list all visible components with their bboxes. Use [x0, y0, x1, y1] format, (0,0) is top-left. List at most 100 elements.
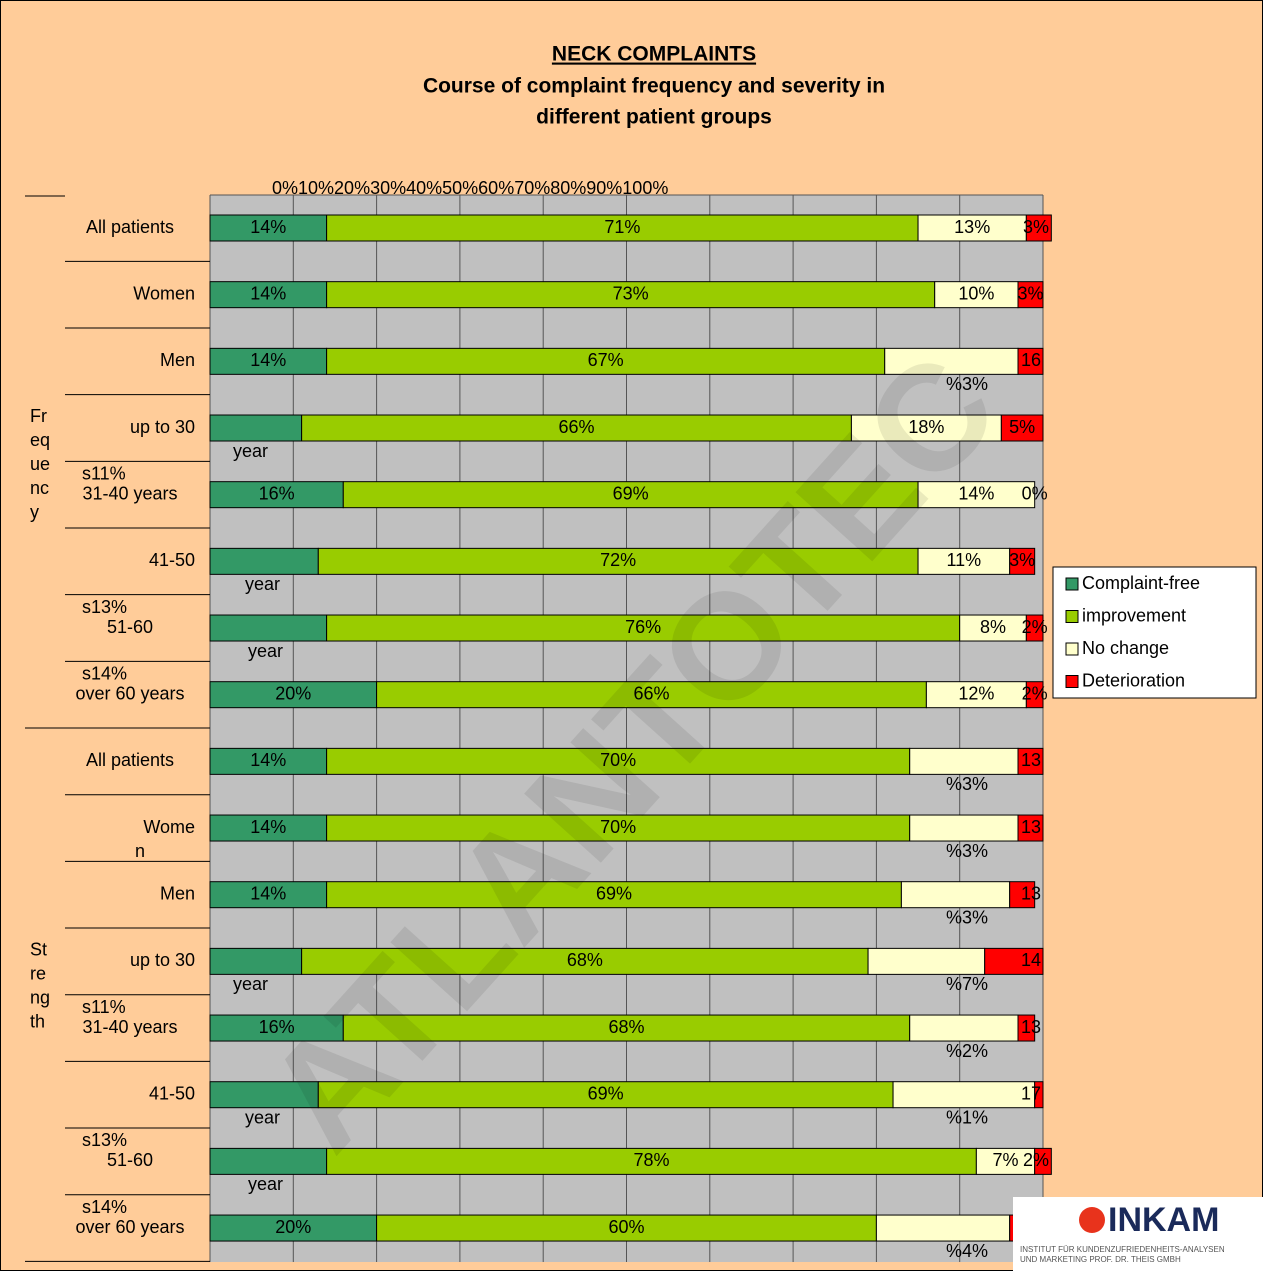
logo-text: UND MARKETING PROF. DR. THEIS GMBH — [1020, 1255, 1181, 1264]
group-label: eq — [30, 430, 50, 450]
bar-segment — [376, 681, 927, 709]
data-label: 7% — [993, 1150, 1019, 1170]
bar-segment — [317, 547, 919, 575]
data-label: 14% — [250, 817, 286, 837]
bar-segment — [209, 1081, 319, 1109]
x-tick-label: 40% — [406, 178, 442, 198]
data-label: 14% — [250, 350, 286, 370]
x-tick-label: 60% — [478, 178, 514, 198]
bar-segment — [209, 481, 344, 509]
row-note: %2% — [946, 1041, 988, 1061]
row-label: Women — [133, 283, 195, 303]
logo-text: INSTITUT FÜR KUNDENZUFRIEDENHEITS-ANALYS… — [1020, 1245, 1225, 1254]
row-note: %3% — [946, 374, 988, 394]
row-label-extra: s13% — [82, 597, 127, 617]
data-label: 13 — [1021, 750, 1041, 770]
legend — [1052, 566, 1257, 699]
bar-segment — [209, 347, 328, 375]
group-label: Fr — [30, 406, 47, 426]
row-note: %3% — [946, 841, 988, 861]
row-label: 31-40 years — [82, 1017, 177, 1037]
data-label: 12% — [958, 683, 994, 703]
data-label: 13% — [954, 217, 990, 237]
row-label: All patients — [86, 217, 174, 237]
data-label: 70% — [600, 817, 636, 837]
bar-segment — [209, 281, 328, 309]
data-label: 20% — [275, 683, 311, 703]
row-label: 51-60 — [107, 617, 153, 637]
bar-segment — [909, 814, 1019, 842]
x-tick-label: 50% — [442, 178, 478, 198]
data-label: 76% — [625, 617, 661, 637]
data-label: 71% — [604, 217, 640, 237]
bar-segment — [1025, 214, 1052, 242]
bar-segment — [376, 1214, 877, 1242]
legend-label: Complaint-free — [1082, 573, 1200, 593]
data-label: 66% — [633, 683, 669, 703]
bar-segment — [317, 1081, 894, 1109]
row-label: Wome — [143, 817, 195, 837]
logo-box — [1013, 1197, 1263, 1271]
data-label: 14% — [250, 283, 286, 303]
data-label: 72% — [600, 550, 636, 570]
bar-segment — [884, 347, 1019, 375]
data-label: 73% — [613, 283, 649, 303]
row-label: Men — [160, 350, 195, 370]
row-note: %3% — [946, 907, 988, 927]
bar-segment — [984, 947, 1044, 975]
x-tick-label: 30% — [370, 178, 406, 198]
bar-segment — [326, 1147, 977, 1175]
row-note: year — [245, 574, 280, 594]
data-label: 3% — [1023, 217, 1049, 237]
bar-segment — [209, 1147, 328, 1175]
bar-segment — [1034, 1081, 1044, 1109]
bar-segment — [326, 814, 911, 842]
bar-segment — [1017, 1014, 1036, 1042]
group-label: ue — [30, 454, 50, 474]
bar-segment — [875, 1214, 1011, 1242]
bar-segment — [301, 947, 869, 975]
row-note: %3% — [946, 774, 988, 794]
bar-segment — [975, 1147, 1036, 1175]
bar-segment — [1017, 747, 1044, 775]
bar-segment — [326, 881, 902, 909]
data-label: 69% — [596, 883, 632, 903]
row-note: year — [233, 441, 268, 461]
bar-segment — [900, 881, 1011, 909]
legend-swatch — [1065, 642, 1079, 656]
row-note: year — [248, 1174, 283, 1194]
bar-segment — [209, 214, 328, 242]
row-note: year — [248, 641, 283, 661]
chart-subtitle: different patient groups — [536, 106, 772, 129]
row-label: over 60 years — [75, 683, 184, 703]
legend-swatch — [1065, 577, 1079, 591]
legend-label: Deterioration — [1082, 670, 1185, 690]
chart-title: NECK COMPLAINTS — [552, 43, 756, 66]
bar-segment — [209, 1214, 378, 1242]
row-note: %1% — [946, 1107, 988, 1127]
bar-segment — [326, 614, 961, 642]
bar-segment — [925, 681, 1027, 709]
x-tick-label: 70% — [514, 178, 550, 198]
data-label: 78% — [633, 1150, 669, 1170]
row-note: %7% — [946, 974, 988, 994]
data-label: 5% — [1009, 417, 1035, 437]
legend-label: No change — [1082, 638, 1169, 658]
data-label: 70% — [600, 750, 636, 770]
legend-label: improvement — [1082, 605, 1186, 625]
x-tick-label: 20% — [334, 178, 370, 198]
row-note: year — [233, 974, 268, 994]
bar-segment — [917, 547, 1011, 575]
data-label: 16% — [259, 483, 295, 503]
bar-segment — [1017, 347, 1044, 375]
data-label: 20% — [275, 1217, 311, 1237]
data-label: 11% — [947, 550, 982, 570]
bar-segment — [1009, 881, 1036, 909]
data-label: 60% — [608, 1217, 644, 1237]
group-label: St — [30, 939, 47, 959]
bar-segment — [892, 1081, 1036, 1109]
data-label: 68% — [567, 950, 603, 970]
row-label-extra: s11% — [82, 463, 126, 483]
legend-swatch — [1065, 610, 1079, 623]
